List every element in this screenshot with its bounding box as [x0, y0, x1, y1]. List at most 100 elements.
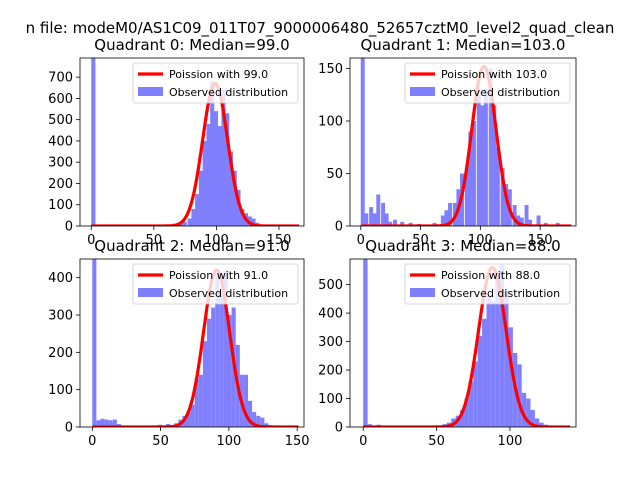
legend-hist-label: Observed distribution	[169, 287, 288, 300]
histogram-bar	[251, 218, 256, 226]
axes-frame	[79, 57, 305, 227]
legend-box	[404, 62, 571, 104]
histogram-bar	[206, 123, 211, 226]
y-tick-label: 0	[335, 220, 343, 235]
histogram-bar	[499, 264, 505, 427]
x-tick-label: 50	[152, 434, 169, 449]
quadrant-2-plot: 0 50 100 150 0 100 200 300 400 Quadrant 2: Median…	[48, 237, 309, 449]
histogram-bar	[495, 278, 500, 427]
figure-suptitle: n file: modeM0/AS1C09_011T07_9000006480_…	[26, 19, 615, 38]
quadrant-0-plot: 0 50 100 150 0 100 200 300 400 500 600 700 Quadrant …	[48, 36, 305, 248]
histogram-bar	[536, 215, 541, 226]
y-tick-label: 100	[48, 198, 73, 213]
y-tick-label: 600	[48, 92, 73, 107]
histogram-bar	[215, 273, 220, 427]
x-tick-label: 50	[412, 233, 429, 248]
legend-hist-swatch	[410, 288, 435, 297]
y-tick-label: 0	[65, 421, 73, 436]
histogram-bar	[539, 422, 544, 427]
histogram-bar	[504, 290, 509, 427]
histogram-bar	[369, 207, 374, 226]
y-tick-label: 0	[65, 220, 73, 235]
histogram-bar	[213, 111, 219, 226]
histogram-bar	[495, 147, 500, 226]
histogram-bar	[384, 213, 389, 226]
histogram-bar	[211, 307, 216, 427]
quadrant-3-legend: Poission with 88.0 Observed distribution	[404, 263, 571, 305]
y-tick-label: 400	[48, 134, 73, 149]
histogram-bar	[202, 140, 207, 226]
histogram-bar	[217, 126, 222, 226]
y-tick-label: 300	[48, 309, 73, 324]
histogram-bar	[202, 341, 208, 427]
histogram-bar	[187, 218, 192, 226]
histogram-bar	[236, 189, 241, 226]
legend-hist-label: Observed distribution	[169, 86, 288, 99]
y-tick-label: 700	[48, 71, 73, 86]
histogram-bar	[194, 378, 199, 427]
histogram-bar	[207, 318, 212, 427]
histogram-bar	[528, 219, 533, 226]
y-tick-label: 50	[326, 167, 343, 182]
legend-box	[132, 62, 299, 104]
histogram-bar	[227, 315, 232, 427]
histogram-bar	[473, 361, 478, 427]
histogram-bar	[178, 223, 183, 226]
histogram-bar	[221, 89, 226, 226]
histogram-bar	[240, 208, 245, 226]
quadrant-0-legend: Poission with 99.0 Observed distribution	[132, 62, 299, 104]
x-tick-label: 0	[87, 233, 95, 248]
histogram-bar	[256, 415, 261, 427]
quadrant-3-plot: 0 50 100 0 100 200 300 400 500 Quadrant 3: Median…	[318, 237, 577, 449]
quadrant-0-histogram	[91, 58, 260, 226]
legend-line-label: Poission with 103.0	[441, 68, 547, 81]
y-tick-label: 100	[318, 392, 343, 407]
histogram-bar	[464, 168, 469, 226]
histogram-bar	[228, 151, 234, 226]
histogram-bar	[526, 398, 531, 427]
histogram-bar	[516, 215, 521, 226]
histogram-bar	[360, 58, 365, 226]
legend-hist-label: Observed distribution	[441, 86, 560, 99]
histogram-bar	[372, 213, 377, 226]
y-tick-label: 150	[318, 62, 343, 77]
y-tick-label: 200	[318, 364, 343, 379]
y-tick-label: 100	[318, 115, 343, 130]
histogram-bar	[232, 170, 237, 226]
quadrant-3-title: Quadrant 3: Median=88.0	[365, 237, 560, 255]
histogram-bar	[225, 113, 230, 226]
histogram-bar	[182, 221, 187, 226]
y-tick-label: 400	[48, 271, 73, 286]
poisson-fit-line	[362, 265, 571, 427]
histogram-bar	[468, 131, 473, 226]
histogram-bar	[486, 296, 491, 427]
y-tick-label: 500	[318, 278, 343, 293]
quadrant-0-title: Quadrant 0: Median=99.0	[94, 36, 289, 54]
y-tick-label: 300	[48, 156, 73, 171]
legend-line-label: Poission with 88.0	[441, 269, 540, 282]
quadrant-1-legend: Poission with 103.0 Observed distribution	[404, 62, 571, 104]
histogram-bar	[190, 404, 195, 427]
histogram-bar	[488, 68, 493, 226]
x-tick-label: 50	[146, 233, 163, 248]
histogram-bar	[534, 418, 540, 427]
legend-hist-swatch	[138, 288, 163, 297]
histogram-bar	[243, 374, 248, 427]
histogram-bar	[381, 202, 386, 226]
x-tick-label: 50	[428, 434, 445, 449]
quadrant-2-legend: Poission with 91.0 Observed distribution	[132, 263, 299, 305]
x-tick-label: 0	[357, 233, 365, 248]
histogram-bar	[264, 423, 269, 427]
histogram-bar	[260, 417, 265, 427]
histogram-bar	[468, 381, 474, 427]
legend-hist-swatch	[138, 87, 163, 96]
histogram-bar	[512, 205, 517, 226]
histogram-bar	[492, 105, 497, 226]
legend-hist-label: Observed distribution	[441, 287, 560, 300]
histogram-bar	[460, 409, 465, 427]
y-tick-label: 200	[48, 177, 73, 192]
quadrant-1-plot: 0 50 100 150 0 50 100 150 Quadrant 1: Median=103…	[318, 36, 577, 248]
histogram-bar	[471, 121, 476, 226]
histogram-bar	[364, 213, 369, 226]
